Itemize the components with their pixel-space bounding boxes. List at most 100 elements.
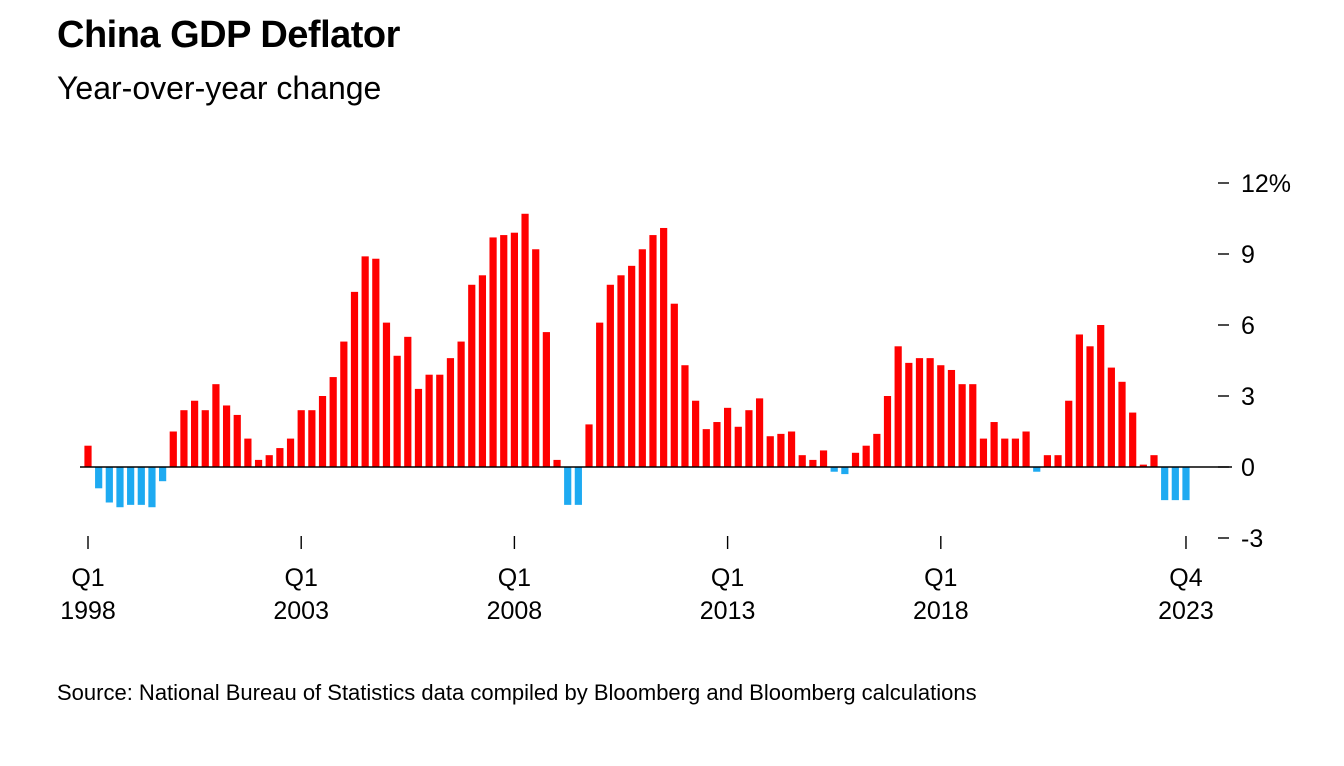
bar — [947, 369, 956, 467]
bar — [862, 445, 870, 467]
bars-group — [84, 213, 1190, 508]
bar — [638, 249, 646, 467]
bar — [286, 438, 295, 467]
bar — [1139, 464, 1147, 467]
bar — [883, 396, 892, 467]
bar — [254, 459, 263, 467]
bar — [937, 365, 945, 467]
bar — [702, 429, 710, 467]
bar — [127, 467, 135, 505]
bar — [361, 256, 369, 467]
bar — [553, 459, 561, 467]
bar — [958, 384, 966, 467]
bar — [489, 237, 497, 467]
bar — [894, 346, 902, 467]
bar — [1182, 467, 1190, 501]
bar — [830, 467, 838, 472]
bar — [425, 374, 433, 467]
bar — [596, 322, 604, 467]
bar — [1118, 381, 1126, 467]
bar — [468, 284, 476, 467]
bar — [222, 405, 231, 467]
bar — [169, 431, 177, 467]
bar — [1086, 346, 1094, 467]
x-tick-label-year: 2008 — [487, 597, 543, 625]
x-tick-label-year: 1998 — [60, 597, 116, 625]
y-axis: 12% 9 6 3 0 -3 — [1218, 170, 1291, 553]
bar — [329, 377, 337, 467]
bar — [692, 400, 700, 467]
bar — [628, 265, 636, 467]
bar — [276, 448, 284, 467]
bar — [1097, 325, 1105, 467]
bar — [787, 431, 796, 467]
x-tick-label-quarter: Q1 — [711, 564, 744, 592]
chart-title: China GDP Deflator — [57, 14, 400, 56]
x-tick-label-quarter: Q1 — [924, 564, 957, 592]
bar — [734, 426, 742, 467]
bar — [1129, 412, 1137, 467]
bar — [1171, 467, 1179, 501]
bar — [979, 438, 988, 467]
bar — [212, 384, 220, 467]
bar — [755, 398, 764, 467]
bar — [414, 388, 423, 467]
bar — [180, 410, 188, 467]
bar — [1022, 431, 1030, 467]
x-tick-label-quarter: Q1 — [498, 564, 531, 592]
bar — [926, 358, 934, 467]
bar — [1011, 438, 1020, 467]
bar — [798, 455, 806, 467]
x-tick-label-quarter: Q4 — [1169, 564, 1202, 592]
chart-subtitle: Year-over-year change — [57, 70, 382, 106]
bar — [510, 232, 518, 467]
bar — [724, 407, 732, 467]
source-note: Source: National Bureau of Statistics da… — [57, 680, 977, 705]
bar — [564, 467, 572, 505]
bar — [606, 284, 614, 467]
bar — [382, 322, 391, 467]
bar — [404, 336, 412, 467]
bar — [1107, 367, 1115, 467]
x-tick-label-year: 2023 — [1158, 597, 1214, 625]
bar — [105, 467, 113, 503]
bar — [1054, 455, 1062, 467]
y-tick-label: 0 — [1241, 454, 1255, 482]
bar — [159, 467, 167, 482]
y-tick-label: -3 — [1241, 525, 1263, 553]
bar — [500, 235, 508, 467]
bar — [915, 358, 924, 467]
bar — [777, 433, 785, 467]
bar — [191, 400, 199, 467]
bar — [233, 414, 241, 467]
bar — [1150, 455, 1158, 467]
bar — [116, 467, 124, 508]
bar — [851, 452, 860, 467]
bar — [372, 258, 380, 467]
bar — [617, 275, 625, 467]
y-tick-label: 9 — [1241, 241, 1255, 269]
x-axis: Q1 1998 Q1 2003 Q1 2008 Q1 2013 Q1 2018 Q4 2023 — [60, 536, 1214, 625]
bar — [393, 355, 401, 467]
bar — [521, 213, 529, 467]
bar — [1001, 438, 1009, 467]
bar — [905, 362, 913, 467]
bar — [841, 467, 849, 475]
bar — [308, 410, 316, 467]
x-tick-label-year: 2013 — [700, 597, 756, 625]
bar — [478, 275, 487, 467]
bar — [457, 341, 465, 467]
bar — [1075, 334, 1083, 467]
bar — [446, 358, 455, 467]
bar — [244, 438, 252, 467]
bar — [137, 467, 145, 505]
bar — [1043, 455, 1051, 467]
bar — [1065, 400, 1073, 467]
bar — [819, 450, 828, 467]
bar — [1033, 467, 1041, 472]
bar — [84, 445, 92, 467]
bar — [670, 303, 678, 467]
bar — [201, 410, 209, 467]
bar — [766, 436, 774, 467]
